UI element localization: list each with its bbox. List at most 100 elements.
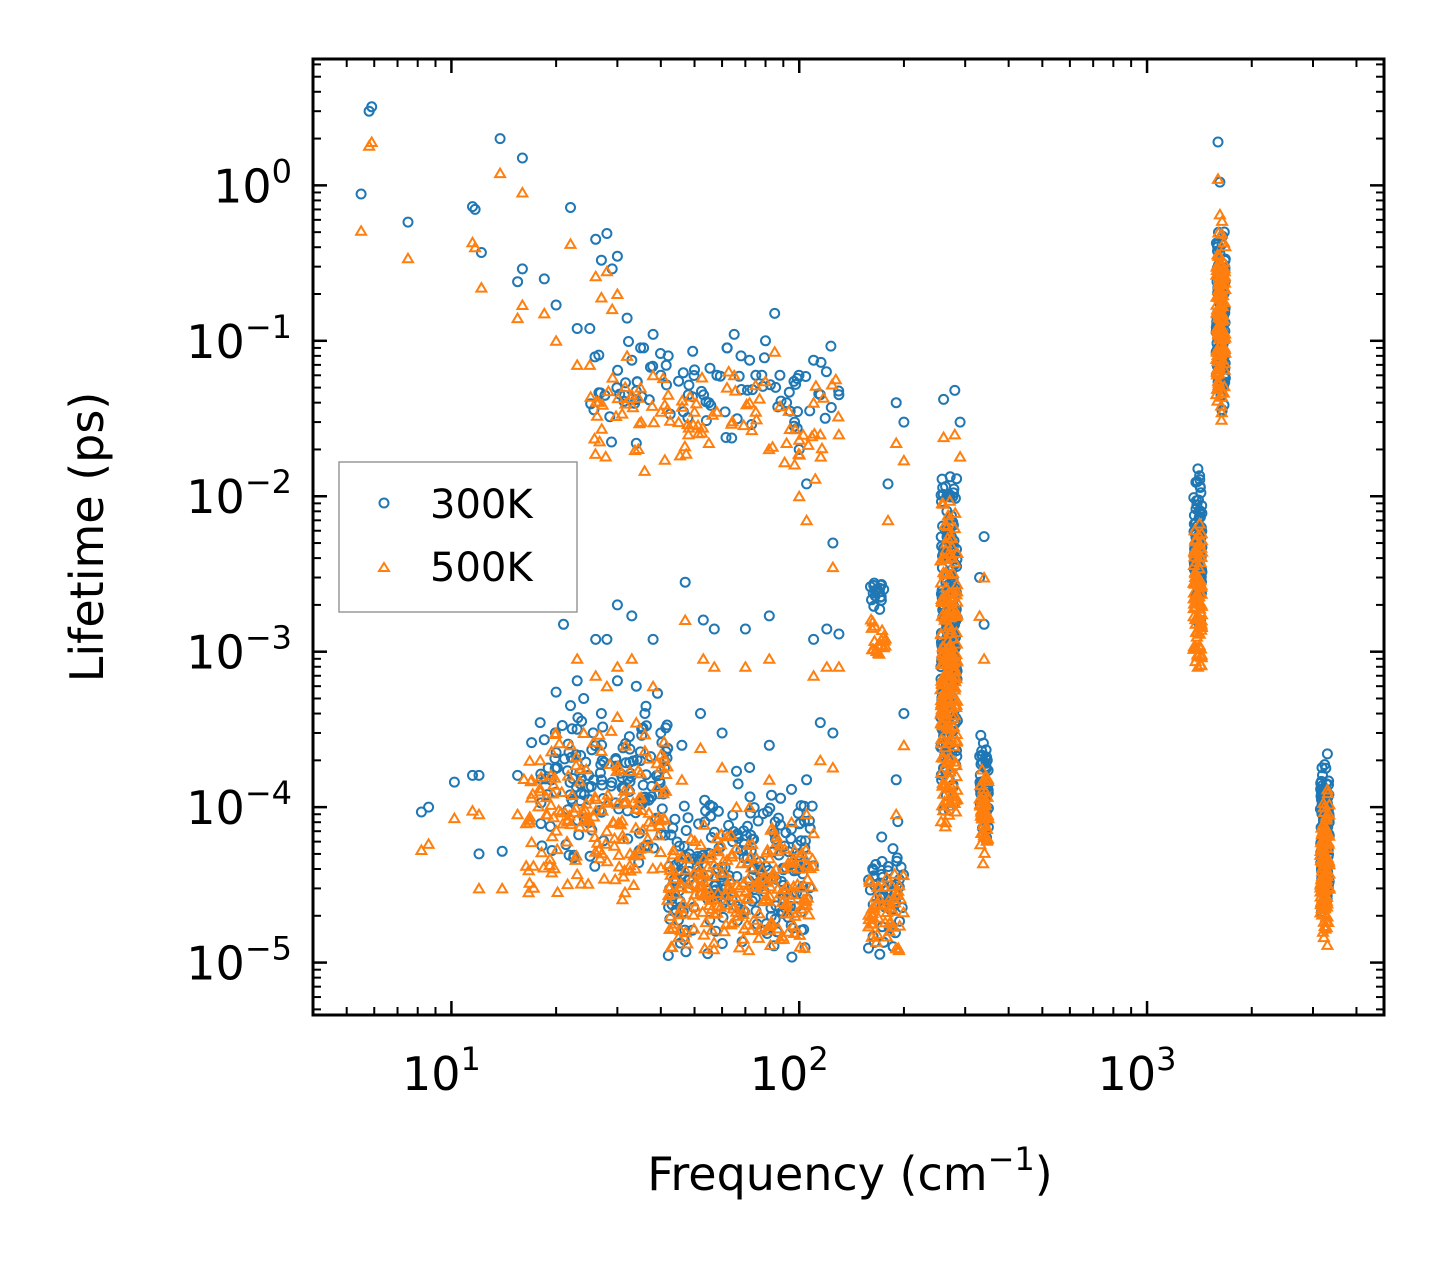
point-500k [739,892,754,905]
point-500k [1193,573,1208,586]
point-500k [414,843,429,855]
point-500k [587,432,602,444]
point-500k [570,358,584,370]
point-500k [600,824,614,837]
point-500k [949,727,964,739]
point-500k [545,829,559,842]
point-300k [744,762,756,773]
point-500k [544,744,559,757]
point-500k [948,680,962,693]
point-500k [1317,800,1331,813]
point-300k [623,731,635,743]
point-500k [549,824,564,836]
point-500k [949,625,964,638]
point-500k [758,374,773,387]
point-500k [715,761,729,773]
point-500k [941,586,956,598]
point-300k [402,216,414,228]
point-500k [934,627,949,640]
point-500k [934,715,949,727]
point-300k [898,708,910,719]
point-500k [1315,827,1329,840]
point-500k [681,427,696,440]
point-300k [597,721,609,733]
point-300k [584,323,596,334]
point-500k [659,784,673,796]
point-500k [693,741,708,753]
point-500k [725,847,739,859]
point-300k [601,228,613,239]
x-tick-label: 101 [402,1040,481,1101]
point-500k [583,390,598,402]
point-500k [612,848,626,860]
point-500k [805,429,819,442]
point-500k [738,660,753,672]
point-500k [660,759,675,772]
point-300k [980,757,992,769]
y-axis-label: Lifetime (ps) [60,392,114,683]
point-500k [742,800,757,813]
point-300k [614,388,626,400]
point-500k [599,796,614,808]
point-500k [973,837,988,850]
point-500k [684,894,699,907]
point-500k [1186,591,1201,604]
point-300k [682,812,694,824]
point-500k [721,365,736,377]
point-300k [951,473,963,485]
point-500k [679,447,693,459]
point-500k [805,880,819,892]
point-500k [934,592,949,604]
point-300k [576,715,588,727]
point-500k [563,738,578,751]
point-500k [598,450,613,462]
point-300k [583,769,595,781]
point-500k [1213,285,1228,298]
point-500k [474,281,489,293]
x-tick-label: 102 [750,1040,829,1101]
point-300k [623,336,634,347]
point-500k [779,436,794,448]
point-500k [1217,386,1231,398]
point-500k [1215,214,1229,226]
point-500k [935,595,950,607]
point-500k [1215,353,1230,365]
point-500k [687,922,701,934]
point-500k [615,828,630,841]
point-500k [977,846,992,858]
point-500k [889,807,903,820]
point-500k [935,676,949,689]
point-300k [688,370,700,381]
point-500k [942,699,957,712]
point-500k [950,546,965,558]
point-500k [694,838,708,850]
y-tick-label: 10−1 [186,308,292,369]
point-500k [948,521,962,534]
point-500k [949,805,963,817]
point-500k [595,804,610,816]
point-500k [1320,782,1335,795]
point-500k [896,868,911,881]
point-300k [655,348,666,359]
point-500k [1209,352,1224,364]
legend-box [338,461,578,613]
point-500k [1318,866,1332,878]
point-300k [475,247,487,258]
point-300k [660,722,672,734]
point-500k [523,810,537,822]
point-500k [1194,649,1208,661]
point-500k [573,820,587,832]
point-300k [535,768,547,780]
point-500k [752,931,766,943]
point-300k [721,342,733,354]
point-300k [516,152,528,164]
point-500k [600,679,614,692]
point-500k [661,888,676,900]
point-500k [1190,630,1204,642]
point-500k [978,827,992,840]
point-300k [578,693,590,704]
point-500k [618,885,632,898]
point-500k [776,862,791,874]
point-500k [558,805,572,818]
point-300k [704,799,716,811]
